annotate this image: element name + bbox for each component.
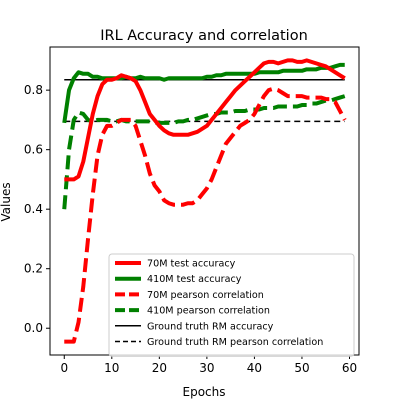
x-tick-label: 60 — [342, 361, 357, 375]
x-tick-label: 20 — [152, 361, 167, 375]
x-tick-label: 50 — [294, 361, 309, 375]
legend-entry-label: Ground truth RM pearson correlation — [147, 337, 323, 348]
series-lines — [62, 58, 347, 344]
legend-box — [108, 253, 355, 357]
plot-area — [49, 46, 360, 356]
y-tick-label: 0.0 — [24, 321, 43, 335]
y-tick-label: 0.2 — [24, 262, 43, 276]
legend-entry-label: 70M test accuracy — [147, 259, 236, 270]
y-tick-label: 0.4 — [24, 202, 43, 216]
x-axis: 0 10 20 30 40 50 60 — [60, 355, 357, 375]
y-axis: 0.0 0.2 0.4 0.6 0.8 — [24, 83, 50, 335]
y-tick-label: 0.8 — [24, 83, 43, 97]
legend: 70M test accuracy 410M test accuracy 70M p… — [108, 253, 355, 357]
legend-entry-label: 410M test accuracy — [147, 274, 242, 285]
y-tick-label: 0.6 — [24, 143, 43, 157]
x-tick-label: 10 — [104, 361, 119, 375]
series-line-70m-test-accuracy — [64, 58, 346, 182]
x-tick-label: 30 — [199, 361, 214, 375]
x-axis-label: Epochs — [183, 385, 226, 399]
legend-entry-label: 70M pearson correlation — [147, 290, 264, 301]
x-tick-label: 40 — [247, 361, 262, 375]
legend-entry-label: 410M pearson correlation — [147, 306, 270, 317]
legend-entry-label: Ground truth RM accuracy — [147, 321, 274, 332]
x-tick-label: 0 — [60, 361, 68, 375]
series-line-70m-pearson-correlation — [64, 86, 347, 344]
y-axis-label: Values — [0, 182, 13, 221]
series-line-410m-pearson-correlation — [62, 94, 346, 210]
chart-title: IRL Accuracy and correlation — [100, 28, 308, 44]
